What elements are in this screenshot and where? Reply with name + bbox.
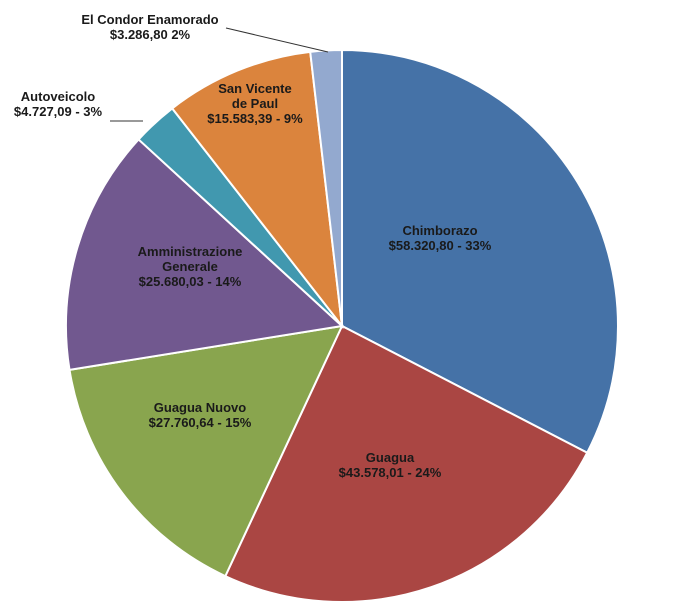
- leader-lines-layer: [110, 27, 329, 122]
- data-label-san-vicente-de-paul: San Vicente de Paul $15.583,39 - 9%: [207, 81, 303, 126]
- data-label-line: Guagua Nuovo: [154, 400, 247, 415]
- data-label-line: $43.578,01 - 24%: [339, 465, 442, 480]
- pie-slice-guagua: [223, 324, 589, 603]
- data-label-guagua: Guagua $43.578,01 - 24%: [339, 450, 442, 480]
- data-label-line: Generale: [162, 259, 218, 274]
- data-label-amministrazione-generale: Amministrazione Generale $25.680,03 - 14%: [138, 244, 243, 289]
- pie-slice-guagua-nuovo: [68, 324, 344, 578]
- data-label-autoveicolo: Autoveicolo $4.727,09 - 3%: [14, 89, 103, 119]
- pie-slice-el-condor-enamorado: [309, 48, 343, 327]
- data-label-line: $15.583,39 - 9%: [207, 111, 303, 126]
- data-label-line: de Paul: [232, 96, 278, 111]
- data-label-line: El Condor Enamorado: [81, 12, 218, 27]
- leader-line-el-condor-enamorado: [225, 27, 329, 53]
- data-label-line: $4.727,09 - 3%: [14, 104, 103, 119]
- data-label-line: $58.320,80 - 33%: [389, 238, 492, 253]
- data-label-line: $27.760,64 - 15%: [149, 415, 252, 430]
- data-label-line: Guagua: [366, 450, 415, 465]
- data-label-line: $25.680,03 - 14%: [139, 274, 242, 289]
- data-label-el-condor-enamorado: El Condor Enamorado $3.286,80 2%: [81, 12, 218, 42]
- data-label-line: $3.286,80 2%: [110, 27, 191, 42]
- data-label-line: Autoveicolo: [21, 89, 95, 104]
- data-label-line: Chimborazo: [402, 223, 477, 238]
- pie-slice-chimborazo: [341, 48, 619, 455]
- labels-layer: Chimborazo $58.320,80 - 33% Guagua $43.578,…: [14, 12, 492, 480]
- data-label-line: Amministrazione: [138, 244, 243, 259]
- pie-slice-amministrazione-generale: [65, 138, 345, 371]
- pie-slice-san-vicente-de-paul: [170, 50, 344, 330]
- data-label-guagua-nuovo: Guagua Nuovo $27.760,64 - 15%: [149, 400, 252, 430]
- slices-layer: [65, 48, 619, 603]
- data-label-line: San Vicente: [218, 81, 291, 96]
- data-label-chimborazo: Chimborazo $58.320,80 - 33%: [389, 223, 492, 253]
